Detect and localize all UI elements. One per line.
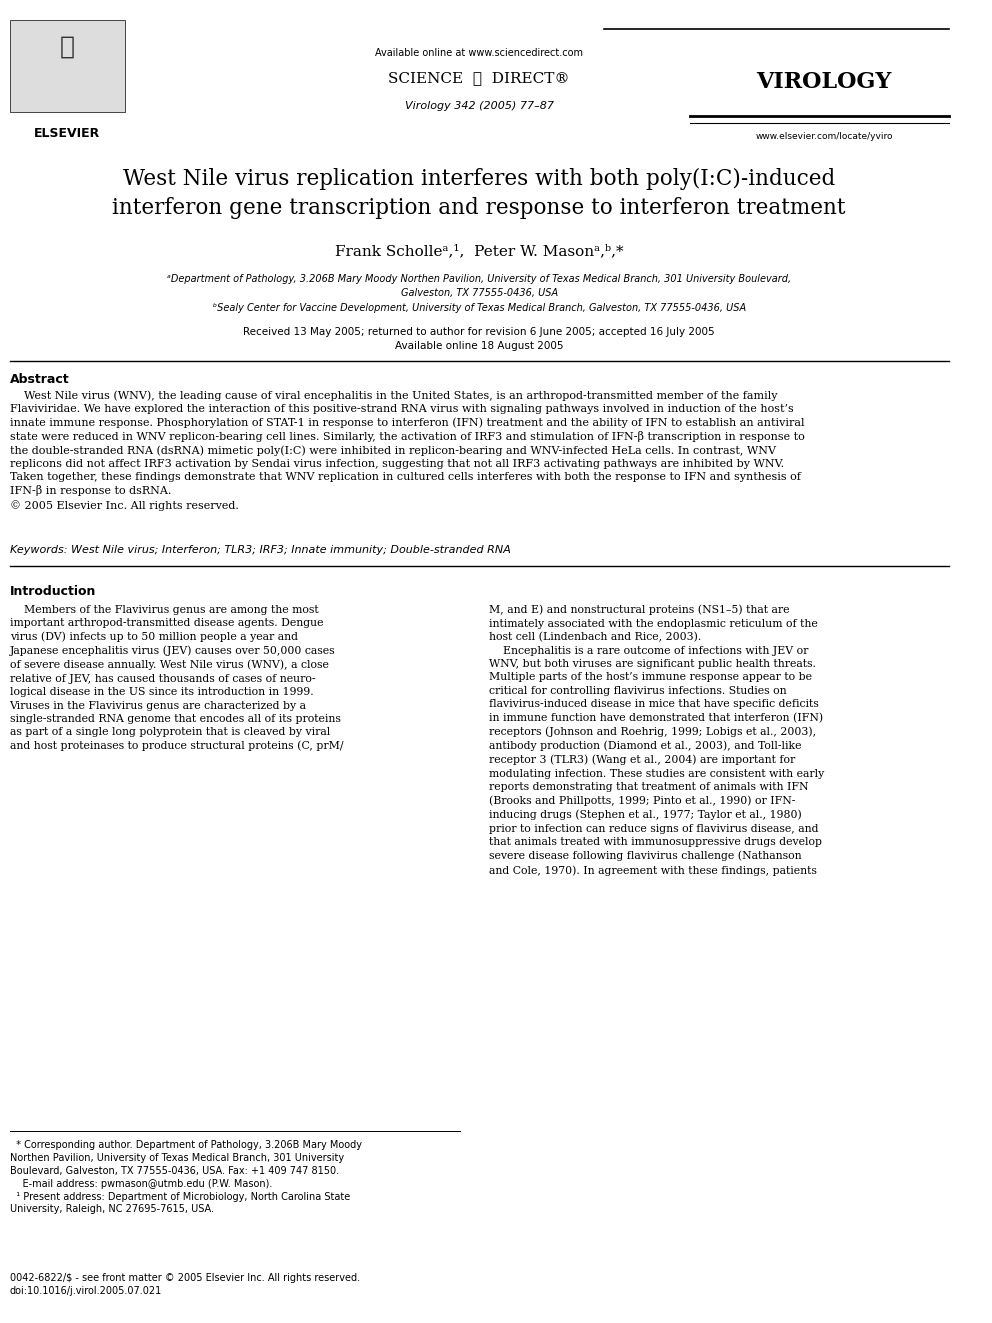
Text: 0042-6822/$ - see front matter © 2005 Elsevier Inc. All rights reserved.
doi:10.: 0042-6822/$ - see front matter © 2005 El… (10, 1273, 360, 1295)
FancyBboxPatch shape (10, 20, 125, 112)
Text: Available online 18 August 2005: Available online 18 August 2005 (395, 341, 563, 352)
Text: ᵇSealy Center for Vaccine Development, University of Texas Medical Branch, Galve: ᵇSealy Center for Vaccine Development, U… (212, 303, 746, 314)
Text: Members of the Flavivirus genus are among the most
important arthropod-transmitt: Members of the Flavivirus genus are amon… (10, 605, 343, 751)
Text: * Corresponding author. Department of Pathology, 3.206B Mary Moody
Northen Pavil: * Corresponding author. Department of Pa… (10, 1140, 361, 1215)
Text: West Nile virus (WNV), the leading cause of viral encephalitis in the United Sta: West Nile virus (WNV), the leading cause… (10, 390, 805, 511)
Text: www.elsevier.com/locate/yviro: www.elsevier.com/locate/yviro (756, 132, 893, 142)
Text: VIROLOGY: VIROLOGY (757, 71, 892, 94)
Text: 🌳: 🌳 (60, 34, 74, 58)
Text: Frank Scholleᵃ,¹,  Peter W. Masonᵃ,ᵇ,*: Frank Scholleᵃ,¹, Peter W. Masonᵃ,ᵇ,* (335, 245, 624, 259)
Text: SCIENCE  ⓓ  DIRECT®: SCIENCE ⓓ DIRECT® (389, 71, 570, 86)
Text: West Nile virus replication interferes with both poly(I:C)-induced
interferon ge: West Nile virus replication interferes w… (112, 168, 846, 218)
Text: M, and E) and nonstructural proteins (NS1–5) that are
intimately associated with: M, and E) and nonstructural proteins (NS… (489, 605, 824, 876)
Text: Introduction: Introduction (10, 585, 96, 598)
Text: Received 13 May 2005; returned to author for revision 6 June 2005; accepted 16 J: Received 13 May 2005; returned to author… (243, 327, 715, 337)
Text: ELSEVIER: ELSEVIER (34, 127, 100, 140)
Text: Virology 342 (2005) 77–87: Virology 342 (2005) 77–87 (405, 101, 554, 111)
Text: Available online at www.sciencedirect.com: Available online at www.sciencedirect.co… (375, 48, 583, 58)
Text: Galveston, TX 77555-0436, USA: Galveston, TX 77555-0436, USA (401, 288, 558, 299)
Text: ᵃDepartment of Pathology, 3.206B Mary Moody Northen Pavilion, University of Texa: ᵃDepartment of Pathology, 3.206B Mary Mo… (167, 274, 792, 284)
Text: Abstract: Abstract (10, 373, 69, 386)
Text: Keywords: West Nile virus; Interferon; TLR3; IRF3; Innate immunity; Double-stran: Keywords: West Nile virus; Interferon; T… (10, 545, 511, 556)
